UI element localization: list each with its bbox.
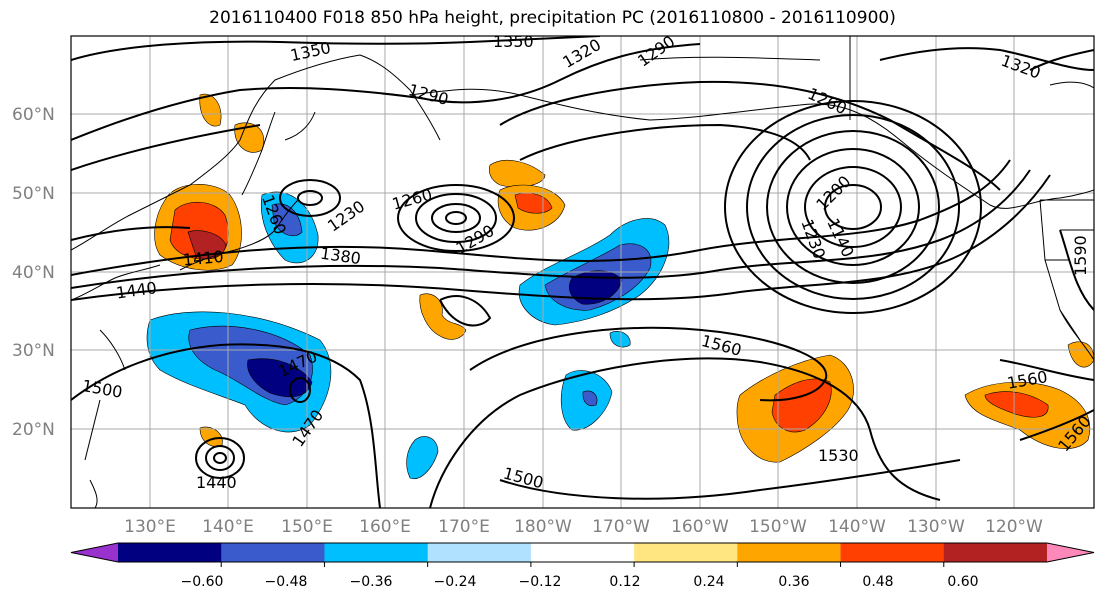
colorbar-tick-label: 0.24 xyxy=(693,574,724,590)
lat-label: 50°N xyxy=(12,184,55,204)
contour-label: 1260 xyxy=(805,84,850,118)
lon-label: 180°W xyxy=(514,517,572,537)
contour-label: 1530 xyxy=(818,446,859,465)
colorbar-tick-label: 0.12 xyxy=(609,574,640,590)
colorbar-segment xyxy=(634,543,738,562)
lon-label: 170°W xyxy=(592,517,650,537)
lon-label: 150°W xyxy=(749,517,807,537)
colorbar-segment xyxy=(530,543,635,562)
precip-region xyxy=(271,203,303,237)
precip-region xyxy=(771,378,832,433)
lon-label: 120°W xyxy=(985,517,1043,537)
contour-label: 1500 xyxy=(81,376,124,402)
colorbar-tick-label: 0.60 xyxy=(947,574,978,590)
height-contours xyxy=(71,36,1094,508)
precip-region xyxy=(199,93,222,127)
contour-label: 1320 xyxy=(559,35,604,72)
colorbar-tick-label: −0.60 xyxy=(181,574,224,590)
precip-region xyxy=(406,436,439,480)
colorbar-tick-label: −0.36 xyxy=(350,574,393,590)
precip-region xyxy=(1067,341,1094,368)
colorbar-tick-label: −0.24 xyxy=(434,574,477,590)
contour-label: 1500 xyxy=(501,463,545,492)
colorbar-segment xyxy=(118,543,222,562)
colorbar-segment xyxy=(427,543,532,562)
lon-label: 140°E xyxy=(202,517,254,537)
colorbar-tick-label: 0.48 xyxy=(862,574,893,590)
contour-label: 1410 xyxy=(182,247,224,269)
colorbar-segment xyxy=(221,543,325,562)
lat-label: 30°N xyxy=(12,341,55,361)
contour-label: 1290 xyxy=(634,32,678,71)
longitude-labels: 130°E 140°E 150°E 160°E 170°E 180°W 170°… xyxy=(124,517,1043,537)
colorbar-tick-label: −0.12 xyxy=(519,574,562,590)
contour-label: 1590 xyxy=(1071,235,1090,276)
colorbar-extend-high xyxy=(1047,543,1094,562)
lat-label: 20°N xyxy=(12,420,55,440)
contour-label: 1320 xyxy=(998,51,1043,83)
lon-label: 130°W xyxy=(907,517,965,537)
colorbar-segment xyxy=(840,543,945,562)
precip-region xyxy=(419,293,467,340)
map-frame xyxy=(70,35,1095,509)
colorbar-extend-low xyxy=(71,543,118,562)
precip-region xyxy=(247,358,313,398)
contour-label: 1230 xyxy=(324,197,368,236)
contour-label: 1350 xyxy=(493,32,534,51)
precip-region xyxy=(582,390,598,407)
precip-region xyxy=(609,331,631,348)
lon-label: 160°E xyxy=(359,517,411,537)
colorbar-tick-label: 0.36 xyxy=(778,574,809,590)
contour-label: 1260 xyxy=(390,185,434,214)
colorbar xyxy=(70,542,1095,567)
lat-label: 60°N xyxy=(12,105,55,125)
colorbar-ticks: −0.60 −0.48 −0.36 −0.24 −0.12 0.12 0.24 … xyxy=(181,574,979,590)
lon-label: 140°W xyxy=(828,517,886,537)
lat-label: 40°N xyxy=(12,263,55,283)
map-title: 2016110400 F018 850 hPa height, precipit… xyxy=(209,8,896,28)
latitude-labels: 60°N 50°N 40°N 30°N 20°N xyxy=(12,105,55,440)
contour-label: 1440 xyxy=(196,473,237,492)
colorbar-outline xyxy=(70,542,1095,563)
precip-region xyxy=(187,230,227,259)
precip-region xyxy=(984,391,1049,418)
colorbar-segment xyxy=(737,543,842,562)
graticule xyxy=(71,36,1094,508)
lon-label: 130°E xyxy=(124,517,176,537)
contour-label: 1290 xyxy=(406,80,450,109)
lon-label: 170°E xyxy=(438,517,490,537)
colorbar-segment xyxy=(943,543,1048,562)
colorbar-tick-label: −0.48 xyxy=(265,574,308,590)
lon-label: 160°W xyxy=(671,517,729,537)
colorbar-segment xyxy=(324,543,429,562)
precip-region xyxy=(489,160,546,188)
lon-label: 150°E xyxy=(281,517,333,537)
